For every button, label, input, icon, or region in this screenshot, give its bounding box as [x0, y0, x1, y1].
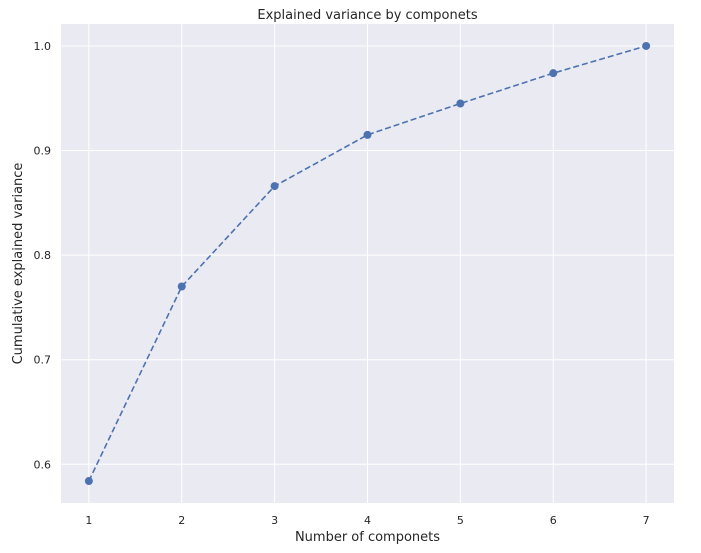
- chart-title: Explained variance by componets: [257, 8, 477, 23]
- y-tick-label: 1.0: [34, 40, 52, 53]
- data-point: [270, 182, 279, 191]
- y-tick-labels: 0.6 0.7 0.8 0.9 1.0: [34, 40, 52, 471]
- x-tick-label: 3: [271, 514, 278, 527]
- x-tick-label: 4: [364, 514, 371, 527]
- y-tick-label: 0.8: [34, 249, 52, 262]
- data-point: [84, 477, 93, 486]
- data-point: [177, 282, 186, 291]
- x-tick-label: 2: [178, 514, 185, 527]
- data-point: [642, 41, 651, 50]
- x-tick-label: 1: [85, 514, 92, 527]
- x-tick-label: 6: [550, 514, 557, 527]
- x-tick-label: 5: [457, 514, 464, 527]
- series: [84, 41, 651, 486]
- x-tick-label: 7: [643, 514, 650, 527]
- y-tick-label: 0.9: [34, 145, 52, 158]
- data-point: [363, 130, 372, 139]
- data-point: [456, 99, 465, 108]
- x-axis-label: Number of componets: [295, 530, 440, 545]
- y-axis-label: Cumulative explained variance: [11, 163, 26, 365]
- data-point: [549, 69, 558, 78]
- grid: [61, 24, 674, 503]
- y-tick-label: 0.6: [34, 458, 52, 471]
- y-tick-label: 0.7: [34, 354, 52, 367]
- x-tick-labels: 1 2 3 4 5 6 7: [85, 514, 649, 527]
